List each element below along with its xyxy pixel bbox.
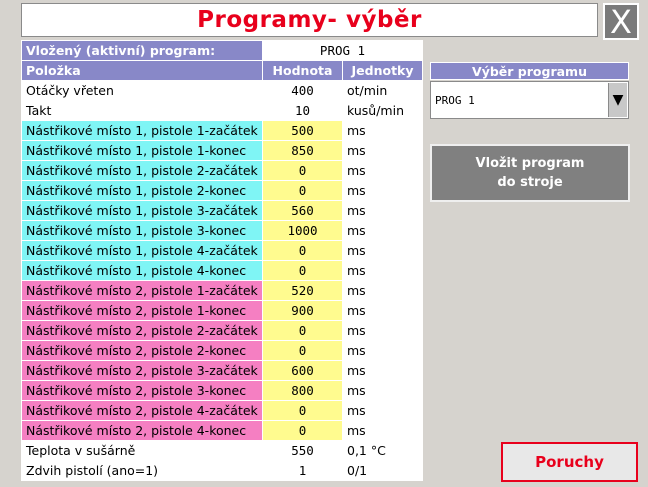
column-header-unit: Jednotky bbox=[342, 60, 423, 81]
row-value-field[interactable]: 0 bbox=[262, 180, 343, 201]
program-select-value: PROG 1 bbox=[435, 94, 475, 107]
table-row: Nástřikové místo 2, pistole 3-začátek 600… bbox=[21, 360, 423, 381]
program-select-label: Výběr programu bbox=[430, 62, 629, 80]
table-row: Nástřikové místo 2, pistole 3-konec 800 ms bbox=[21, 380, 423, 401]
row-unit: 0,1 °C bbox=[342, 440, 423, 461]
table-row: Nástřikové místo 1, pistole 2-začátek 0 ms bbox=[21, 160, 423, 181]
active-program-value: PROG 1 bbox=[262, 40, 423, 61]
load-program-button[interactable]: Vložit program do stroje bbox=[430, 144, 630, 202]
active-program-row: Vložený (aktivní) program: PROG 1 bbox=[21, 40, 423, 61]
row-value-field[interactable]: 900 bbox=[262, 300, 343, 321]
close-button[interactable]: X bbox=[603, 3, 639, 41]
row-value-field[interactable]: 1 bbox=[262, 460, 343, 481]
row-item-name: Nástřikové místo 2, pistole 4-konec bbox=[21, 420, 263, 441]
row-unit: ms bbox=[342, 320, 423, 341]
table-row: Nástřikové místo 2, pistole 1-začátek 520… bbox=[21, 280, 423, 301]
row-item-name: Nástřikové místo 2, pistole 3-začátek bbox=[21, 360, 263, 381]
row-item-name: Nástřikové místo 1, pistole 2-začátek bbox=[21, 160, 263, 181]
row-unit: ms bbox=[342, 140, 423, 161]
table-row: Nástřikové místo 1, pistole 4-začátek 0 ms bbox=[21, 240, 423, 261]
row-value-field[interactable]: 600 bbox=[262, 360, 343, 381]
row-item-name: Takt bbox=[21, 100, 263, 121]
row-value-field[interactable]: 0 bbox=[262, 260, 343, 281]
chevron-down-icon[interactable]: ▼ bbox=[608, 83, 627, 117]
row-item-name: Nástřikové místo 1, pistole 3-konec bbox=[21, 220, 263, 241]
table-row: Nástřikové místo 1, pistole 2-konec 0 ms bbox=[21, 180, 423, 201]
row-value-field[interactable]: 10 bbox=[262, 100, 343, 121]
row-unit: kusů/min bbox=[342, 100, 423, 121]
row-unit: ms bbox=[342, 200, 423, 221]
row-value-field[interactable]: 0 bbox=[262, 420, 343, 441]
table-header-row: Položka Hodnota Jednotky bbox=[21, 60, 423, 81]
row-value-field[interactable]: 0 bbox=[262, 160, 343, 181]
row-value-field[interactable]: 400 bbox=[262, 80, 343, 101]
page-title: Programy- výběr bbox=[21, 3, 598, 37]
row-value-field[interactable]: 0 bbox=[262, 320, 343, 341]
row-value-field[interactable]: 0 bbox=[262, 400, 343, 421]
table-row: Otáčky vřeten 400 ot/min bbox=[21, 80, 423, 101]
column-header-item: Položka bbox=[21, 60, 263, 81]
table-row: Nástřikové místo 2, pistole 2-konec 0 ms bbox=[21, 340, 423, 361]
program-select[interactable]: PROG 1 ▼ bbox=[430, 81, 629, 119]
row-item-name: Nástřikové místo 1, pistole 4-začátek bbox=[21, 240, 263, 261]
row-value-field[interactable]: 0 bbox=[262, 240, 343, 261]
row-unit: ms bbox=[342, 360, 423, 381]
load-program-button-line2: do stroje bbox=[497, 175, 563, 190]
faults-button[interactable]: Poruchy bbox=[501, 442, 638, 482]
column-header-value: Hodnota bbox=[262, 60, 343, 81]
table-row: Nástřikové místo 1, pistole 4-konec 0 ms bbox=[21, 260, 423, 281]
row-unit: ot/min bbox=[342, 80, 423, 101]
row-item-name: Nástřikové místo 1, pistole 1-začátek bbox=[21, 120, 263, 141]
row-unit: ms bbox=[342, 260, 423, 281]
row-unit: ms bbox=[342, 240, 423, 261]
row-unit: ms bbox=[342, 120, 423, 141]
table-row: Nástřikové místo 2, pistole 4-začátek 0 ms bbox=[21, 400, 423, 421]
row-value-field[interactable]: 550 bbox=[262, 440, 343, 461]
active-program-label: Vložený (aktivní) program: bbox=[21, 40, 263, 61]
row-value-field[interactable]: 1000 bbox=[262, 220, 343, 241]
table-row: Nástřikové místo 2, pistole 1-konec 900 ms bbox=[21, 300, 423, 321]
row-item-name: Nástřikové místo 2, pistole 2-konec bbox=[21, 340, 263, 361]
row-item-name: Nástřikové místo 1, pistole 3-začátek bbox=[21, 200, 263, 221]
row-unit: ms bbox=[342, 300, 423, 321]
row-item-name: Nástřikové místo 2, pistole 1-konec bbox=[21, 300, 263, 321]
table-row: Nástřikové místo 2, pistole 2-začátek 0 ms bbox=[21, 320, 423, 341]
row-item-name: Teplota v sušárně bbox=[21, 440, 263, 461]
row-value-field[interactable]: 560 bbox=[262, 200, 343, 221]
table-row: Nástřikové místo 2, pistole 4-konec 0 ms bbox=[21, 420, 423, 441]
row-item-name: Zdvih pistolí (ano=1) bbox=[21, 460, 263, 481]
row-item-name: Nástřikové místo 1, pistole 2-konec bbox=[21, 180, 263, 201]
row-value-field[interactable]: 520 bbox=[262, 280, 343, 301]
row-value-field[interactable]: 500 bbox=[262, 120, 343, 141]
table-row: Nástřikové místo 1, pistole 3-začátek 560… bbox=[21, 200, 423, 221]
row-unit: ms bbox=[342, 420, 423, 441]
table-row: Teplota v sušárně 550 0,1 °C bbox=[21, 440, 423, 461]
load-program-button-line1: Vložit program bbox=[475, 156, 585, 171]
row-item-name: Nástřikové místo 2, pistole 2-začátek bbox=[21, 320, 263, 341]
program-parameters-table: Vložený (aktivní) program: PROG 1 Položk… bbox=[21, 40, 423, 481]
table-row: Takt 10 kusů/min bbox=[21, 100, 423, 121]
row-value-field[interactable]: 800 bbox=[262, 380, 343, 401]
row-value-field[interactable]: 850 bbox=[262, 140, 343, 161]
row-unit: ms bbox=[342, 340, 423, 361]
row-unit: 0/1 bbox=[342, 460, 423, 481]
row-unit: ms bbox=[342, 180, 423, 201]
row-value-field[interactable]: 0 bbox=[262, 340, 343, 361]
table-row: Nástřikové místo 1, pistole 1-konec 850 ms bbox=[21, 140, 423, 161]
row-item-name: Otáčky vřeten bbox=[21, 80, 263, 101]
row-item-name: Nástřikové místo 2, pistole 3-konec bbox=[21, 380, 263, 401]
table-row: Nástřikové místo 1, pistole 3-konec 1000 m… bbox=[21, 220, 423, 241]
row-unit: ms bbox=[342, 280, 423, 301]
row-unit: ms bbox=[342, 160, 423, 181]
row-item-name: Nástřikové místo 1, pistole 1-konec bbox=[21, 140, 263, 161]
row-item-name: Nástřikové místo 2, pistole 4-začátek bbox=[21, 400, 263, 421]
row-unit: ms bbox=[342, 400, 423, 421]
row-item-name: Nástřikové místo 1, pistole 4-konec bbox=[21, 260, 263, 281]
row-unit: ms bbox=[342, 220, 423, 241]
table-row: Nástřikové místo 1, pistole 1-začátek 500… bbox=[21, 120, 423, 141]
row-unit: ms bbox=[342, 380, 423, 401]
table-row: Zdvih pistolí (ano=1) 1 0/1 bbox=[21, 460, 423, 481]
row-item-name: Nástřikové místo 2, pistole 1-začátek bbox=[21, 280, 263, 301]
